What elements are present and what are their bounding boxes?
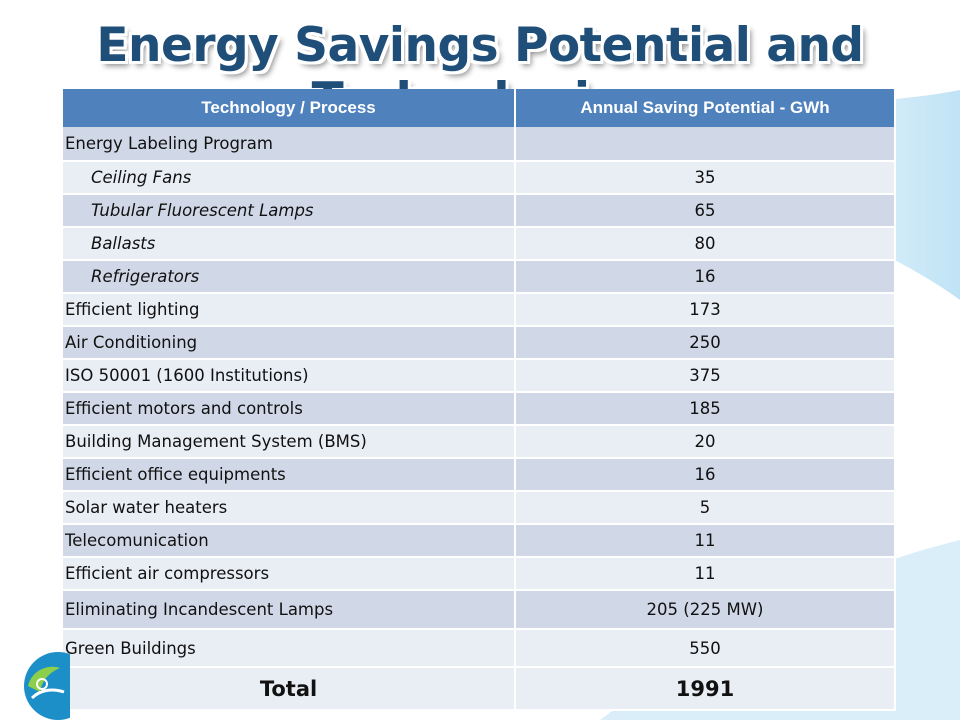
table-row: Solar water heaters 5 <box>63 491 896 525</box>
table-row: Efficient lighting 173 <box>63 293 896 327</box>
row-label: Refrigerators <box>63 260 516 294</box>
row-value: 11 <box>515 557 896 591</box>
row-value <box>515 127 896 162</box>
row-label: Energy Labeling Program <box>63 127 516 162</box>
row-label: Eliminating Incandescent Lamps <box>63 590 516 630</box>
row-value: 80 <box>515 227 896 261</box>
table-row: Ballasts 80 <box>63 227 896 261</box>
row-value: 250 <box>515 326 896 360</box>
row-label: Green Buildings <box>63 629 516 668</box>
row-value: 550 <box>515 629 896 668</box>
table-row: Refrigerators 16 <box>63 260 896 294</box>
table-row: Air Conditioning 250 <box>63 326 896 360</box>
row-label: Efficient lighting <box>63 293 516 327</box>
total-value: 1991 <box>515 667 896 711</box>
row-label: Building Management System (BMS) <box>63 425 516 459</box>
row-value: 35 <box>515 161 896 195</box>
header-technology: Technology / Process <box>63 89 516 127</box>
row-value: 65 <box>515 194 896 228</box>
total-label: Total <box>63 667 516 711</box>
row-value: 16 <box>515 260 896 294</box>
row-value: 20 <box>515 425 896 459</box>
row-label: Ceiling Fans <box>63 161 516 195</box>
table-row: Efficient air compressors 11 <box>63 557 896 591</box>
row-value: 11 <box>515 524 896 558</box>
table-row: Telecomunication 11 <box>63 524 896 558</box>
table-header-row: Technology / Process Annual Saving Poten… <box>63 89 896 127</box>
row-label: Air Conditioning <box>63 326 516 360</box>
row-label: Ballasts <box>63 227 516 261</box>
table-row: ISO 50001 (1600 Institutions) 375 <box>63 359 896 393</box>
row-label: ISO 50001 (1600 Institutions) <box>63 359 516 393</box>
row-value: 185 <box>515 392 896 426</box>
table-row: Energy Labeling Program <box>63 127 896 162</box>
row-value: 5 <box>515 491 896 525</box>
row-label: Efficient motors and controls <box>63 392 516 426</box>
row-label: Telecomunication <box>63 524 516 558</box>
table-row: Building Management System (BMS) 20 <box>63 425 896 459</box>
row-label: Tubular Fluorescent Lamps <box>63 194 516 228</box>
row-value: 375 <box>515 359 896 393</box>
table-row: Tubular Fluorescent Lamps 65 <box>63 194 896 228</box>
row-value: 173 <box>515 293 896 327</box>
table-row: Eliminating Incandescent Lamps 205 (225 … <box>63 590 896 630</box>
row-label: Efficient office equipments <box>63 458 516 492</box>
row-value: 205 (225 MW) <box>515 590 896 630</box>
table-row: Ceiling Fans 35 <box>63 161 896 195</box>
table-row: Efficient office equipments 16 <box>63 458 896 492</box>
row-value: 16 <box>515 458 896 492</box>
header-annual-saving: Annual Saving Potential - GWh <box>515 89 896 127</box>
globe-swirl-logo-icon <box>24 652 70 720</box>
row-label: Solar water heaters <box>63 491 516 525</box>
table-row: Green Buildings 550 <box>63 629 896 668</box>
total-row: Total 1991 <box>63 667 896 711</box>
table-row: Efficient motors and controls 185 <box>63 392 896 426</box>
row-label: Efficient air compressors <box>63 557 516 591</box>
savings-table: Technology / Process Annual Saving Poten… <box>63 89 896 711</box>
